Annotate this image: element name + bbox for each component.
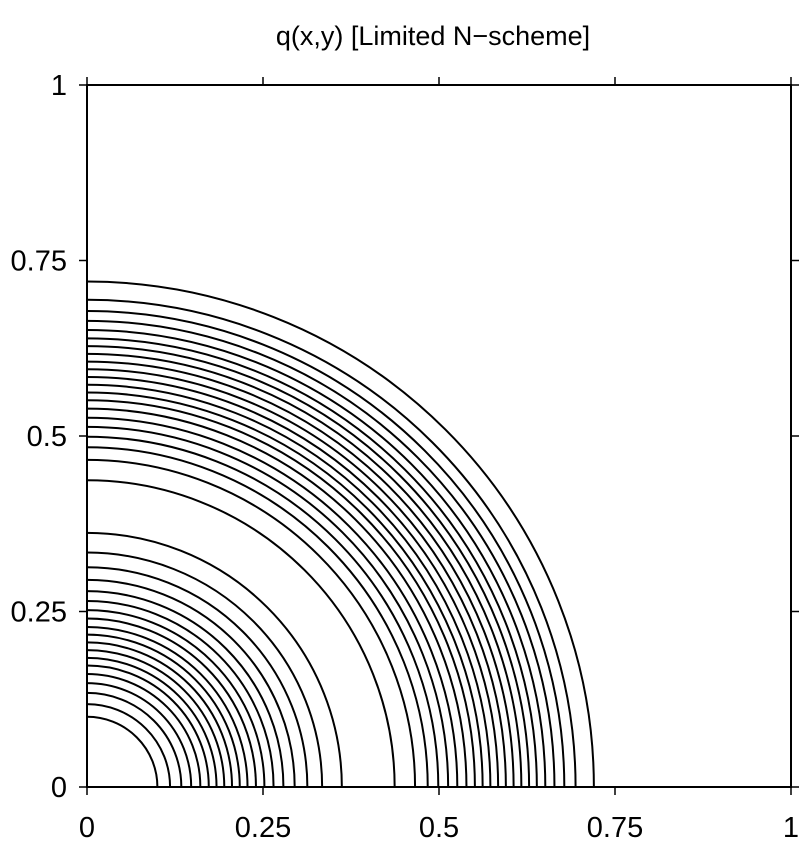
contour-line-6: [86, 664, 210, 788]
contour-line-3: [86, 691, 183, 788]
y-tick-label-0: 0: [51, 772, 67, 804]
x-tick-label-1: 0.25: [235, 812, 291, 841]
chart-title: q(x,y) [Limited N−scheme]: [276, 21, 590, 51]
contour-line-39: [86, 298, 577, 788]
contour-line-5: [86, 672, 202, 788]
contour-line-13: [86, 609, 266, 788]
contour-line-26: [86, 407, 468, 788]
contour-line-20: [86, 479, 396, 788]
contour-line-16: [86, 578, 296, 788]
contour-line-2: [86, 703, 172, 788]
y-tick-label-4: 1: [51, 70, 67, 102]
contour-line-10: [86, 633, 241, 788]
x-tick-label-4: 1: [783, 812, 799, 841]
contour-line-11: [86, 625, 249, 788]
contour-line-28: [86, 391, 484, 788]
x-axis-tick-labels: 0 0.25 0.5 0.75 1: [79, 812, 799, 841]
contour-line-18: [86, 551, 324, 788]
contour-line-36: [86, 328, 547, 788]
contour-lines: [86, 280, 791, 788]
contour-line-27: [86, 399, 476, 788]
contour-line-25: [86, 416, 459, 788]
contour-line-15: [86, 590, 285, 788]
contour-line-17: [86, 566, 309, 788]
contour-line-23: [86, 435, 440, 788]
y-tick-label-1: 0.25: [11, 597, 67, 629]
contour-line-7: [86, 656, 218, 788]
y-tick-label-3: 0.75: [11, 246, 67, 278]
axis-ticks: [79, 77, 799, 795]
contour-line-32: [86, 360, 515, 788]
contour-line-21: [86, 458, 417, 788]
contour-line-37: [86, 319, 556, 788]
contour-line-31: [86, 368, 507, 788]
contour-line-8: [86, 649, 226, 788]
contour-line-40: [86, 280, 595, 788]
contour-line-30: [86, 376, 500, 788]
contour-line-9: [86, 641, 234, 788]
y-tick-label-2: 0.5: [27, 421, 67, 453]
contour-line-14: [86, 599, 275, 788]
contour-line-12: [86, 617, 257, 788]
x-tick-label-3: 0.75: [587, 812, 643, 841]
contour-line-34: [86, 345, 531, 788]
contour-line-22: [86, 446, 429, 788]
contour-line-1: [86, 715, 159, 788]
y-axis-tick-labels: 0 0.25 0.5 0.75 1: [11, 70, 67, 804]
contour-line-24: [86, 425, 450, 788]
contour-line-19: [86, 531, 343, 788]
contour-line-38: [86, 310, 566, 788]
contour-line-29: [86, 383, 492, 788]
contour-line-4: [86, 682, 193, 788]
x-tick-label-2: 0.5: [419, 812, 459, 841]
x-tick-label-0: 0: [79, 812, 95, 841]
contour-line-33: [86, 352, 523, 788]
contour-line-35: [86, 337, 538, 788]
plot-frame: [86, 84, 792, 788]
